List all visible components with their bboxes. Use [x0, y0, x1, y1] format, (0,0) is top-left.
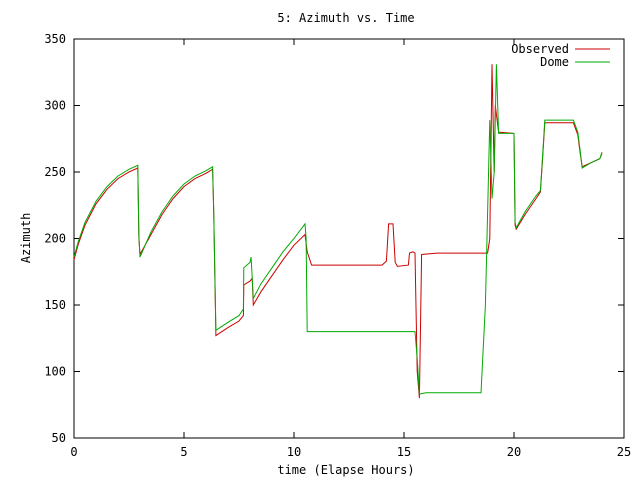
plot-frame	[73, 38, 625, 439]
y-tick-label: 50	[52, 431, 66, 445]
y-tick-label: 300	[44, 99, 66, 113]
series-line-observed	[73, 64, 603, 399]
legend-label-observed: Observed	[511, 42, 569, 56]
x-tick-label: 15	[397, 445, 411, 459]
series-lines	[73, 64, 603, 399]
y-tick-label: 100	[44, 365, 66, 379]
y-tick-label: 150	[44, 298, 66, 312]
legend-label-dome: Dome	[540, 55, 569, 69]
axes: 0 5 10 15 20 25 50 100 150 200 250 300 350	[44, 32, 631, 459]
x-tick-label: 0	[70, 445, 77, 459]
x-axis-label: time (Elapse Hours)	[277, 463, 414, 477]
x-tick-label: 5	[180, 445, 187, 459]
y-tick-label: 250	[44, 165, 66, 179]
y-tick-label: 350	[44, 32, 66, 46]
x-tick-label: 20	[507, 445, 521, 459]
series-line-dome	[73, 64, 603, 395]
y-axis-label: Azimuth	[19, 213, 33, 264]
x-tick-label: 25	[617, 445, 631, 459]
x-tick-label: 10	[287, 445, 301, 459]
chart-title: 5: Azimuth vs. Time	[277, 11, 414, 25]
y-tick-label: 200	[44, 232, 66, 246]
